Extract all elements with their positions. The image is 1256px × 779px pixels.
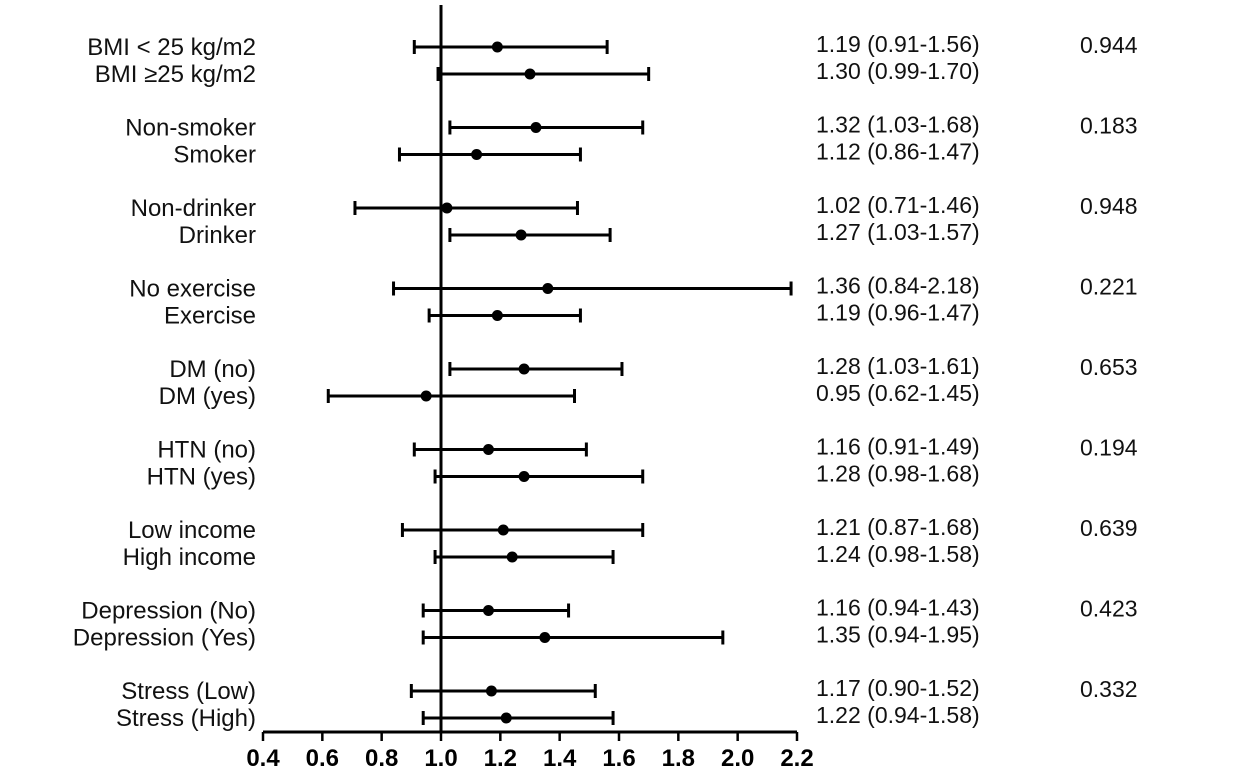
subgroup-label: Depression (No) <box>81 598 256 625</box>
x-tick-label: 1.8 <box>662 745 695 772</box>
x-tick-label: 2.2 <box>780 745 813 772</box>
ci-text: 1.16 (0.91-1.49) <box>816 434 980 460</box>
p-value: 0.948 <box>1080 193 1138 219</box>
subgroup-label: Non-drinker <box>131 195 256 222</box>
point-estimate <box>485 685 497 697</box>
subgroup-label: Drinker <box>179 222 256 249</box>
subgroup-label: BMI ≥25 kg/m2 <box>95 61 256 88</box>
rows: 0.944 BMI < 25 kg/m2 1.19 (0.91-1.56) BMI ≥… <box>73 31 1138 732</box>
point-estimate <box>491 41 503 53</box>
point-estimate <box>506 551 518 563</box>
ci-text: 0.95 (0.62-1.45) <box>816 380 980 406</box>
ci-text: 1.30 (0.99-1.70) <box>816 58 980 84</box>
x-tick-label: 1.0 <box>424 745 457 772</box>
p-value: 0.653 <box>1080 354 1138 380</box>
p-value: 0.194 <box>1080 435 1138 461</box>
point-estimate <box>524 68 536 80</box>
ci-text: 1.16 (0.94-1.43) <box>816 595 980 621</box>
subgroup-label: Depression (Yes) <box>73 625 256 652</box>
ci-text: 1.28 (1.03-1.61) <box>816 353 980 379</box>
point-estimate <box>515 229 527 241</box>
axes: 0.4 0.6 0.8 1.0 1.2 1.4 1.6 1.8 2.0 2.2 <box>246 5 814 772</box>
ci-text: 1.35 (0.94-1.95) <box>816 622 980 648</box>
ci-text: 1.19 (0.96-1.47) <box>816 300 980 326</box>
subgroup-label: DM (yes) <box>159 383 256 410</box>
subgroup-label: BMI < 25 kg/m2 <box>87 34 256 61</box>
point-estimate <box>471 149 483 160</box>
subgroup-label: Smoker <box>173 142 256 169</box>
subgroup-label: Low income <box>128 517 256 544</box>
subgroup-label: Stress (Low) <box>121 678 256 705</box>
point-estimate <box>482 605 494 616</box>
point-estimate <box>542 283 554 294</box>
x-tick-label: 0.4 <box>246 745 280 772</box>
ci-text: 1.17 (0.90-1.52) <box>816 675 980 701</box>
x-tick-label: 1.4 <box>543 745 577 772</box>
ci-text: 1.36 (0.84-2.18) <box>816 273 980 299</box>
ci-text: 1.32 (1.03-1.68) <box>816 112 980 138</box>
ci-text: 1.12 (0.86-1.47) <box>816 139 980 165</box>
point-estimate <box>518 363 530 375</box>
subgroup-label: DM (no) <box>169 356 256 383</box>
point-estimate <box>441 202 453 214</box>
subgroup-label: Stress (High) <box>116 705 256 732</box>
point-estimate <box>497 524 509 536</box>
point-estimate <box>518 471 530 482</box>
p-value: 0.944 <box>1080 32 1138 58</box>
point-estimate <box>530 122 542 133</box>
x-tick-label: 1.2 <box>484 745 517 772</box>
p-value: 0.221 <box>1080 274 1138 300</box>
x-tick-label: 0.6 <box>306 745 339 772</box>
ci-text: 1.27 (1.03-1.57) <box>816 219 980 245</box>
point-estimate <box>482 444 494 455</box>
ci-text: 1.28 (0.98-1.68) <box>816 461 980 487</box>
subgroup-label: Exercise <box>164 303 256 330</box>
ci-text: 1.24 (0.98-1.58) <box>816 541 980 567</box>
x-tick-label: 2.0 <box>721 745 754 772</box>
subgroup-label: No exercise <box>129 276 256 303</box>
point-estimate <box>420 390 432 402</box>
p-value: 0.183 <box>1080 113 1138 139</box>
subgroup-label: High income <box>123 544 256 571</box>
x-tick-label: 0.8 <box>365 745 398 772</box>
subgroup-label: Non-smoker <box>125 115 256 142</box>
point-estimate <box>491 310 503 321</box>
ci-text: 1.22 (0.94-1.58) <box>816 702 980 728</box>
point-estimate <box>500 712 512 724</box>
p-value: 0.423 <box>1080 596 1138 622</box>
subgroup-label: HTN (yes) <box>147 464 256 491</box>
p-value: 0.639 <box>1080 515 1138 541</box>
ci-text: 1.19 (0.91-1.56) <box>816 31 980 57</box>
point-estimate <box>539 632 551 643</box>
p-value: 0.332 <box>1080 676 1138 702</box>
ci-text: 1.02 (0.71-1.46) <box>816 192 980 218</box>
subgroup-label: HTN (no) <box>157 437 256 464</box>
x-tick-label: 1.6 <box>602 745 635 772</box>
ci-text: 1.21 (0.87-1.68) <box>816 514 980 540</box>
